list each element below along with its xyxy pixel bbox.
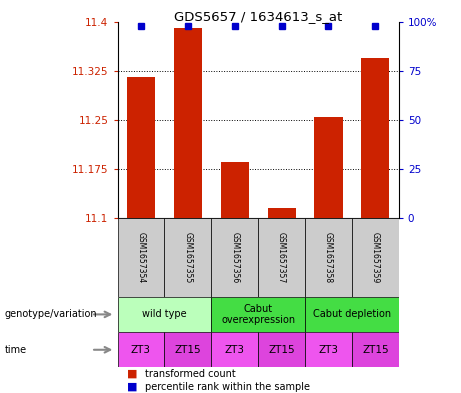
Text: GSM1657354: GSM1657354 — [136, 232, 146, 283]
Bar — [211, 297, 305, 332]
Bar — [118, 297, 211, 332]
Bar — [211, 218, 258, 297]
Text: GDS5657 / 1634613_s_at: GDS5657 / 1634613_s_at — [174, 10, 342, 23]
Bar — [165, 218, 211, 297]
Bar — [305, 297, 399, 332]
Text: wild type: wild type — [142, 309, 187, 320]
Text: ■: ■ — [127, 369, 137, 379]
Text: GSM1657357: GSM1657357 — [277, 232, 286, 283]
Text: ■: ■ — [127, 382, 137, 392]
Text: ZT3: ZT3 — [319, 345, 338, 355]
Bar — [258, 332, 305, 367]
Bar — [174, 28, 202, 218]
Text: GSM1657356: GSM1657356 — [230, 232, 239, 283]
Text: percentile rank within the sample: percentile rank within the sample — [145, 382, 310, 392]
Text: time: time — [5, 345, 27, 355]
Bar — [352, 332, 399, 367]
Bar — [165, 332, 211, 367]
Text: genotype/variation: genotype/variation — [5, 309, 97, 320]
Bar — [305, 218, 352, 297]
Text: Cabut
overexpression: Cabut overexpression — [221, 304, 295, 325]
Text: ZT15: ZT15 — [268, 345, 295, 355]
Text: ZT3: ZT3 — [225, 345, 245, 355]
Bar — [211, 332, 258, 367]
Text: transformed count: transformed count — [145, 369, 236, 379]
Bar — [361, 58, 390, 218]
Text: Cabut depletion: Cabut depletion — [313, 309, 391, 320]
Bar — [352, 218, 399, 297]
Text: ZT3: ZT3 — [131, 345, 151, 355]
Text: ZT15: ZT15 — [362, 345, 389, 355]
Bar — [305, 332, 352, 367]
Text: GSM1657355: GSM1657355 — [183, 232, 192, 283]
Text: ZT15: ZT15 — [175, 345, 201, 355]
Text: GSM1657358: GSM1657358 — [324, 232, 333, 283]
Bar — [221, 162, 249, 218]
Bar — [118, 218, 165, 297]
Bar — [258, 218, 305, 297]
Text: GSM1657359: GSM1657359 — [371, 232, 380, 283]
Bar — [314, 117, 343, 218]
Bar — [118, 332, 165, 367]
Bar — [267, 208, 296, 218]
Bar — [127, 77, 155, 218]
